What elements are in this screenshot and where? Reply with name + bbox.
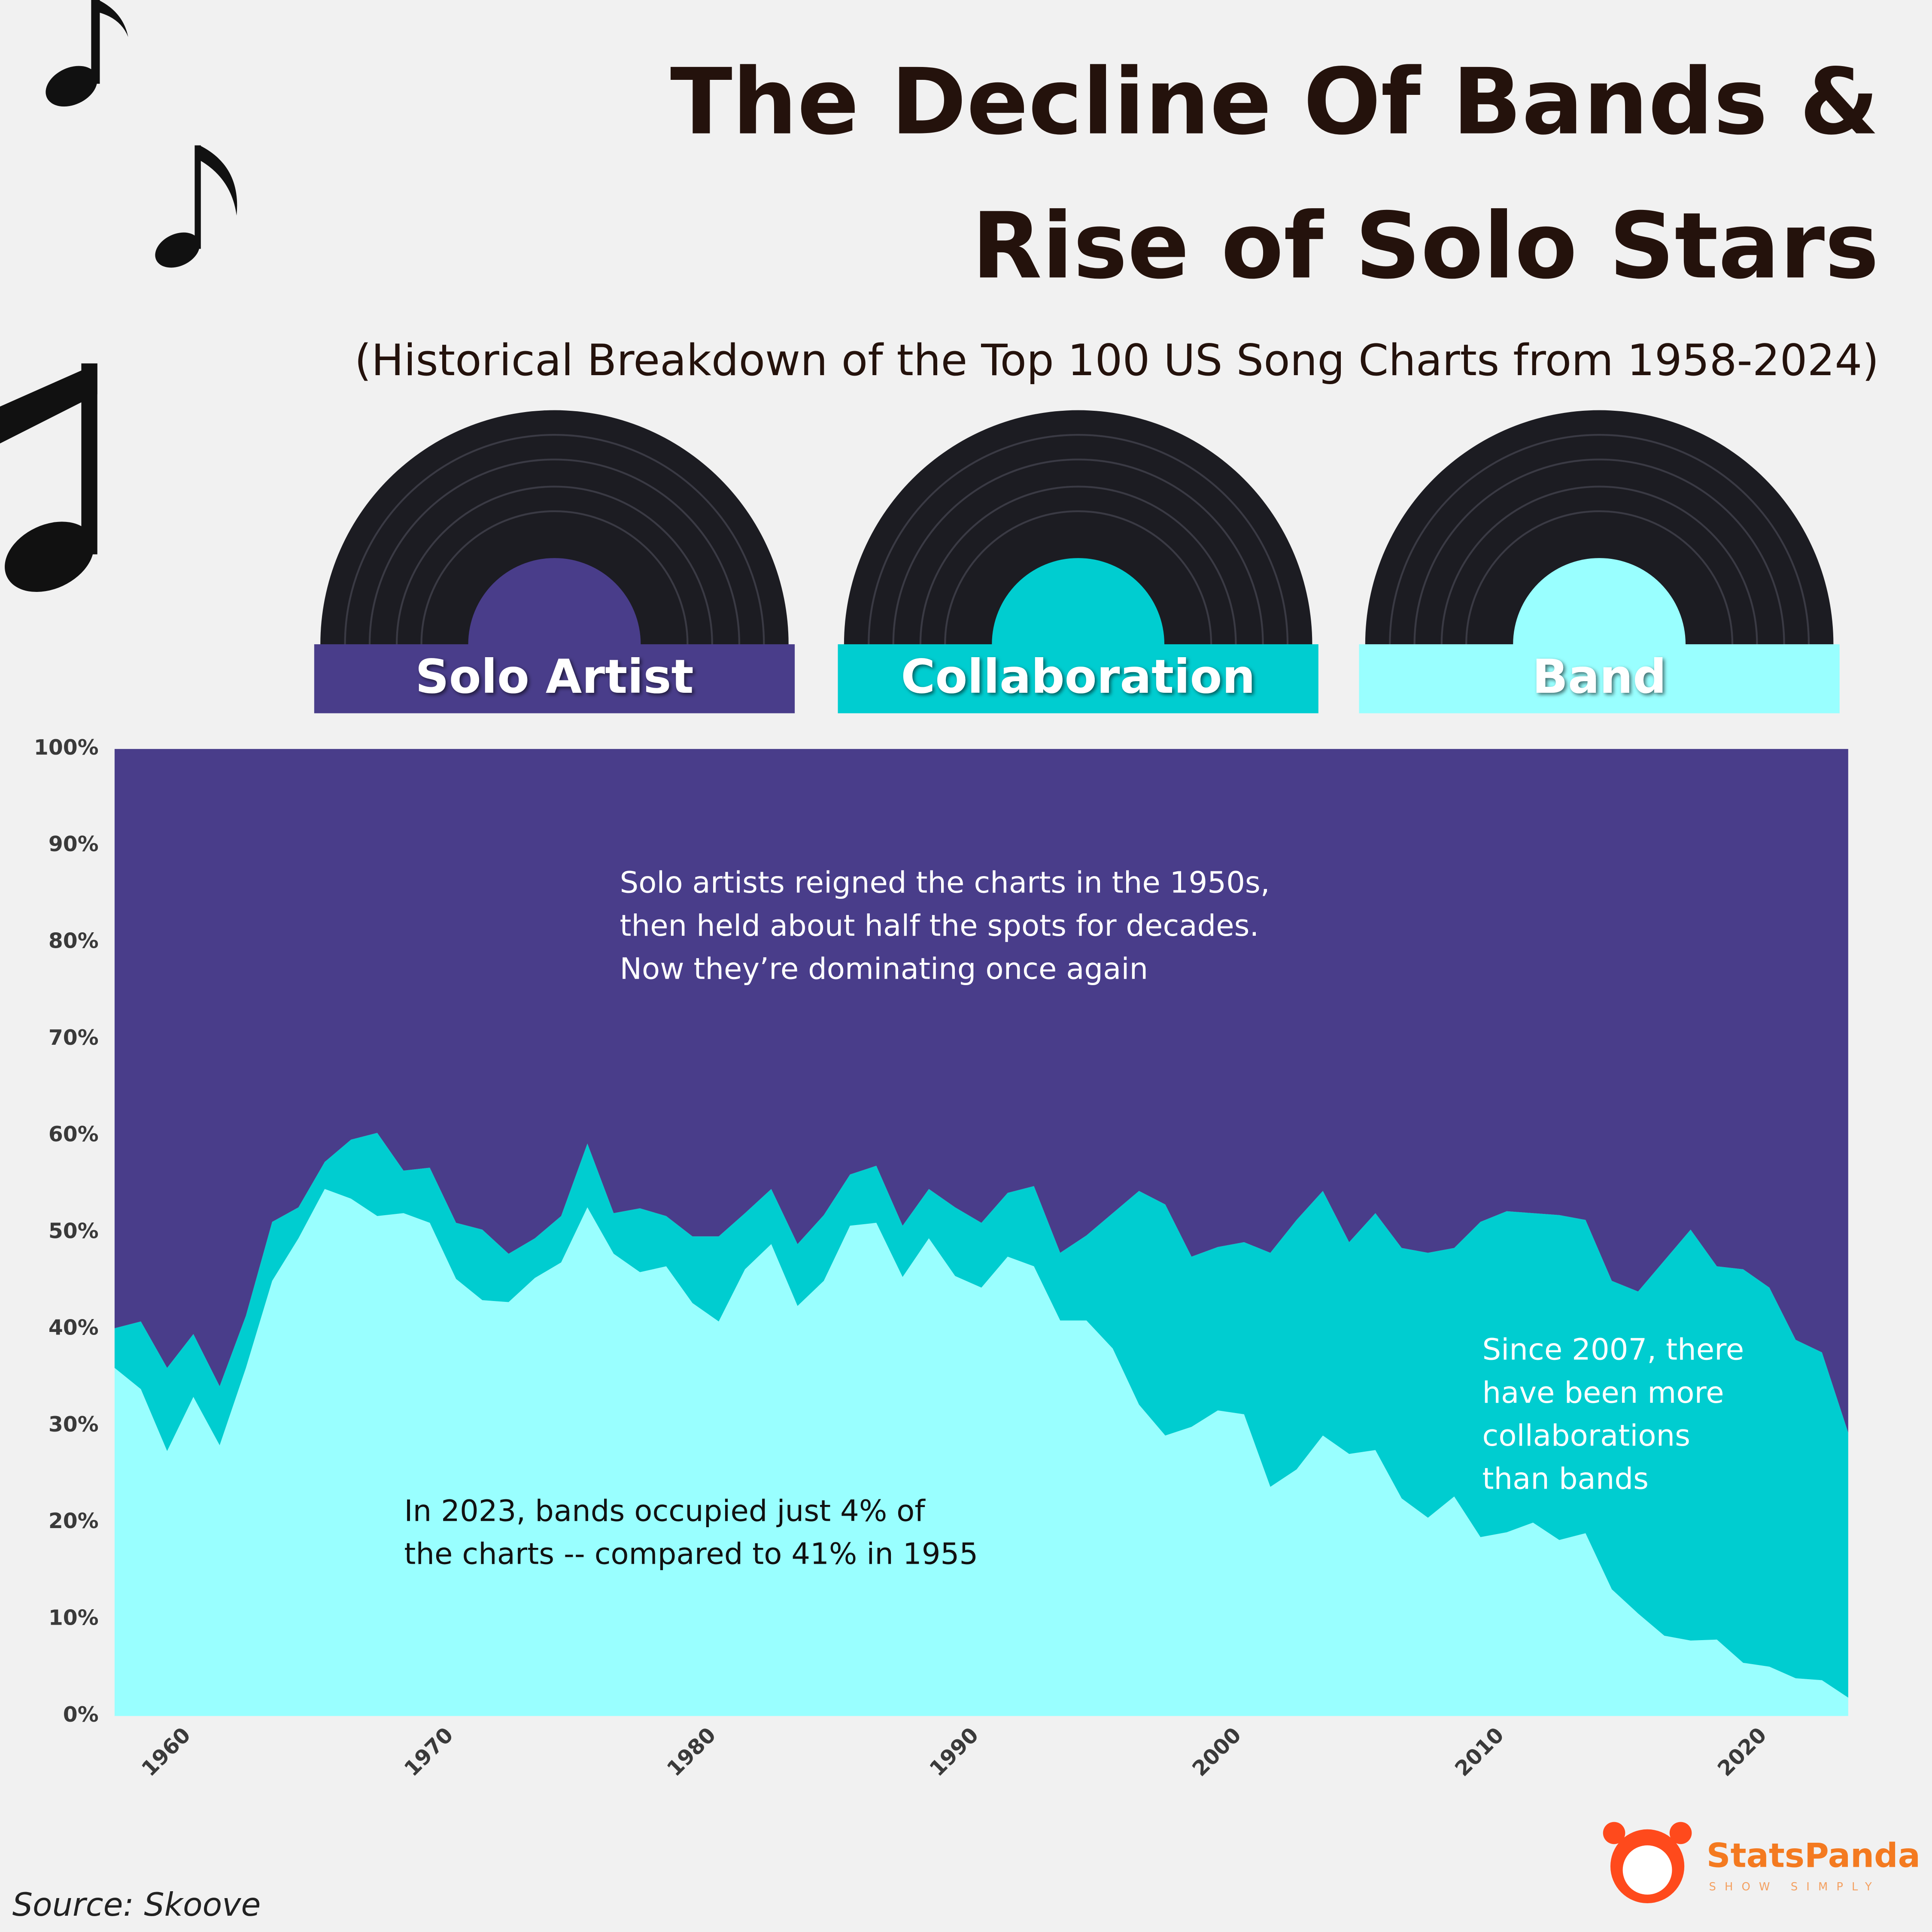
legend-swatch (838, 644, 1318, 713)
record-groove (344, 434, 765, 644)
record-groove (1440, 485, 1758, 644)
legend-item (1365, 410, 1834, 644)
record-groove (1389, 434, 1810, 644)
legend-item (844, 410, 1312, 644)
legend-label: Collaboration (901, 649, 1255, 704)
record-groove (368, 458, 740, 644)
annotation: the charts -- compared to 41% in 1955 (404, 1537, 978, 1571)
logo-icon (1622, 1845, 1672, 1895)
y-tick-label: 30% (49, 1412, 99, 1437)
record (320, 410, 789, 644)
record (844, 410, 1312, 644)
annotation: Now they’re dominating once again (620, 952, 1148, 986)
y-tick-label: 70% (49, 1025, 99, 1050)
y-tick-label: 90% (49, 832, 99, 856)
annotation: have been more (1482, 1376, 1724, 1410)
record-groove (1465, 510, 1734, 644)
legend-swatch (1359, 644, 1840, 713)
annotation: then held about half the spots for decad… (620, 909, 1259, 943)
y-tick-label: 80% (49, 928, 99, 953)
y-tick-label: 0% (63, 1702, 99, 1727)
record-groove (420, 510, 689, 644)
music-notes (0, 0, 237, 592)
logo-icon (1603, 1822, 1625, 1844)
record-groove (919, 485, 1237, 644)
y-tick-label: 60% (49, 1122, 99, 1146)
title: The Decline Of Bands & (670, 49, 1879, 155)
record-label (992, 558, 1164, 644)
legend-swatch (314, 644, 795, 713)
area (114, 1133, 1848, 1698)
logo: StatsPanda SHOW SIMPLY (1603, 1822, 1920, 1903)
annotation: collaborations (1482, 1419, 1690, 1453)
y-tick-label: 40% (49, 1316, 99, 1340)
y-tick-label: 10% (49, 1605, 99, 1630)
record-groove (1413, 458, 1785, 644)
brand-name: StatsPanda (1707, 1836, 1920, 1875)
annotation: than bands (1482, 1462, 1649, 1496)
y-tick-label: 50% (49, 1219, 99, 1243)
annotation: In 2023, bands occupied just 4% of (404, 1494, 926, 1528)
y-tick-label: 20% (49, 1509, 99, 1533)
area (114, 749, 1848, 1433)
annotation: Since 2007, there (1482, 1332, 1744, 1367)
record-groove (892, 458, 1264, 644)
annotation: Solo artists reigned the charts in the 1… (620, 866, 1270, 900)
record-groove (868, 434, 1289, 644)
subtitle: (Historical Breakdown of the Top 100 US … (355, 335, 1879, 385)
record-groove (944, 510, 1212, 644)
record-label (1513, 558, 1686, 644)
title: Rise of Solo Stars (972, 193, 1879, 299)
logo-icon (1669, 1822, 1692, 1844)
record-label (468, 558, 641, 644)
brand-tagline: SHOW SIMPLY (1709, 1880, 1880, 1893)
y-tick-label: 100% (34, 735, 99, 760)
area (114, 1189, 1848, 1716)
record-groove (396, 485, 713, 644)
legend-label: Band (1532, 649, 1666, 704)
record (1365, 410, 1834, 644)
legend-label: Solo Artist (415, 649, 693, 704)
source: Source: Skoove (12, 1886, 261, 1923)
legend-item (320, 410, 789, 644)
